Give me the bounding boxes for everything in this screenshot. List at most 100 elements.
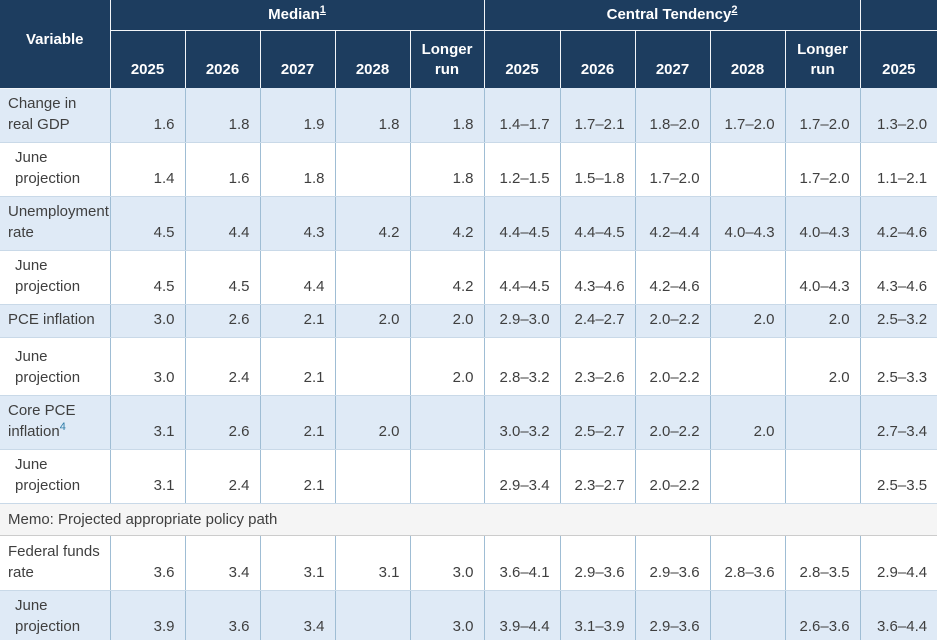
value-cell: 3.0–3.2 — [484, 395, 561, 450]
row-label-text: Federal funds rate — [8, 542, 100, 581]
table-row: Unemployment rate 4.5 4.4 4.3 4.2 4.2 4.4–4.5 4… — [0, 196, 937, 251]
table-row: June projection 1.4 1.6 1.8 1.8 1.2–1.5 1.5–1.… — [0, 142, 937, 197]
value-cell: 1.9 — [260, 88, 336, 143]
value-cell: 4.4–4.5 — [484, 250, 561, 305]
year-header-row: 2025 2026 2027 2028 Longer run 2025 2026… — [0, 30, 937, 88]
value-cell: 4.3–4.6 — [860, 250, 937, 305]
value-cell: 2.0–2.2 — [635, 395, 711, 450]
value-cell: 3.9 — [110, 590, 186, 640]
year-header: Longer run — [410, 30, 485, 88]
variable-column-header: Variable — [0, 0, 111, 89]
value-cell — [710, 449, 786, 504]
value-cell: 3.0 — [110, 337, 186, 396]
value-cell: 4.3–4.6 — [560, 250, 636, 305]
value-cell: 3.0 — [110, 304, 186, 338]
row-label: June projection — [0, 337, 111, 396]
value-cell: 2.0 — [785, 304, 861, 338]
value-cell: 2.7–3.4 — [860, 395, 937, 450]
value-cell: 4.4 — [185, 196, 261, 251]
value-cell: 2.0 — [710, 395, 786, 450]
value-cell — [785, 449, 861, 504]
value-cell: 4.0–4.3 — [785, 196, 861, 251]
row-label-text: June projection — [15, 455, 81, 494]
value-cell: 2.9–3.6 — [635, 535, 711, 591]
footnote-4-link[interactable]: 4 — [59, 420, 66, 433]
value-cell: 2.9–4.4 — [860, 535, 937, 591]
value-cell: 1.6 — [185, 142, 261, 197]
value-cell: 1.8 — [185, 88, 261, 143]
value-cell: 2.3–2.6 — [560, 337, 636, 396]
value-cell: 4.5 — [110, 196, 186, 251]
value-cell: 3.6 — [110, 535, 186, 591]
value-cell: 1.7–2.0 — [710, 88, 786, 143]
value-cell — [335, 250, 411, 305]
value-cell: 4.2 — [410, 196, 485, 251]
row-label-text: Core PCE inflation — [8, 401, 76, 440]
value-cell — [710, 337, 786, 396]
table-body: Change in real GDP 1.6 1.8 1.9 1.8 1.8 1.4–1.7… — [0, 88, 937, 640]
value-cell: 2.9–3.6 — [560, 535, 636, 591]
value-cell: 2.1 — [260, 449, 336, 504]
value-cell — [335, 449, 411, 504]
row-label: Change in real GDP — [0, 88, 111, 143]
year-header: Longer run — [785, 30, 861, 88]
value-cell: 2.0–2.2 — [635, 449, 711, 504]
value-cell — [335, 337, 411, 396]
value-cell: 2.0 — [410, 337, 485, 396]
value-cell: 3.9–4.4 — [484, 590, 561, 640]
value-cell: 4.2 — [410, 250, 485, 305]
footnote-2-link[interactable]: 2 — [731, 4, 738, 17]
year-header: 2028 — [335, 30, 411, 88]
value-cell: 2.0 — [335, 304, 411, 338]
row-label-text: June projection — [15, 347, 81, 386]
row-label: Federal funds rate — [0, 535, 111, 591]
year-header: 2025 — [110, 30, 186, 88]
year-header: 2027 — [635, 30, 711, 88]
table-row: June projection 3.9 3.6 3.4 3.0 3.9–4.4 3.1–3.… — [0, 590, 937, 640]
value-cell: 3.1 — [110, 449, 186, 504]
value-cell — [710, 250, 786, 305]
value-cell: 4.3 — [260, 196, 336, 251]
value-cell: 3.6 — [185, 590, 261, 640]
value-cell: 2.6 — [185, 304, 261, 338]
value-cell: 3.0 — [410, 590, 485, 640]
row-label: PCE inflation — [0, 304, 111, 338]
year-header: 2025 — [484, 30, 561, 88]
row-label-text: June projection — [15, 148, 81, 187]
year-header: 2026 — [185, 30, 261, 88]
value-cell: 2.9–3.0 — [484, 304, 561, 338]
value-cell: 3.6–4.4 — [860, 590, 937, 640]
row-label-text: June projection — [15, 596, 81, 635]
memo-row: Memo: Projected appropriate policy path — [0, 502, 937, 536]
year-header: 2027 — [260, 30, 336, 88]
value-cell — [335, 590, 411, 640]
table-row: Core PCE inflation4 3.1 2.6 2.1 2.0 3.0–3.2 2.… — [0, 395, 937, 450]
value-cell: 2.1 — [260, 395, 336, 450]
value-cell: 2.9–3.4 — [484, 449, 561, 504]
value-cell: 2.1 — [260, 337, 336, 396]
value-cell: 1.8 — [335, 88, 411, 143]
value-cell: 2.5–2.7 — [560, 395, 636, 450]
value-cell: 2.5–3.5 — [860, 449, 937, 504]
value-cell: 2.8–3.2 — [484, 337, 561, 396]
year-header: 2026 — [560, 30, 636, 88]
value-cell: 2.0–2.2 — [635, 337, 711, 396]
value-cell: 2.0 — [710, 304, 786, 338]
value-cell: 4.4–4.5 — [484, 196, 561, 251]
value-cell: 1.3–2.0 — [860, 88, 937, 143]
value-cell: 1.7–2.1 — [560, 88, 636, 143]
value-cell: 3.1–3.9 — [560, 590, 636, 640]
value-cell — [335, 142, 411, 197]
value-cell: 3.1 — [335, 535, 411, 591]
row-label: June projection — [0, 142, 111, 197]
value-cell: 3.0 — [410, 535, 485, 591]
row-label: June projection — [0, 590, 111, 640]
value-cell: 1.8 — [410, 142, 485, 197]
table-row: June projection 3.1 2.4 2.1 2.9–3.4 2.3–2.7 2.… — [0, 449, 937, 504]
footnote-1-link[interactable]: 1 — [319, 4, 326, 17]
memo-label: Memo: Projected appropriate policy path — [0, 502, 937, 536]
median-label: Median — [268, 6, 320, 24]
value-cell: 2.0–2.2 — [635, 304, 711, 338]
value-cell: 3.1 — [110, 395, 186, 450]
